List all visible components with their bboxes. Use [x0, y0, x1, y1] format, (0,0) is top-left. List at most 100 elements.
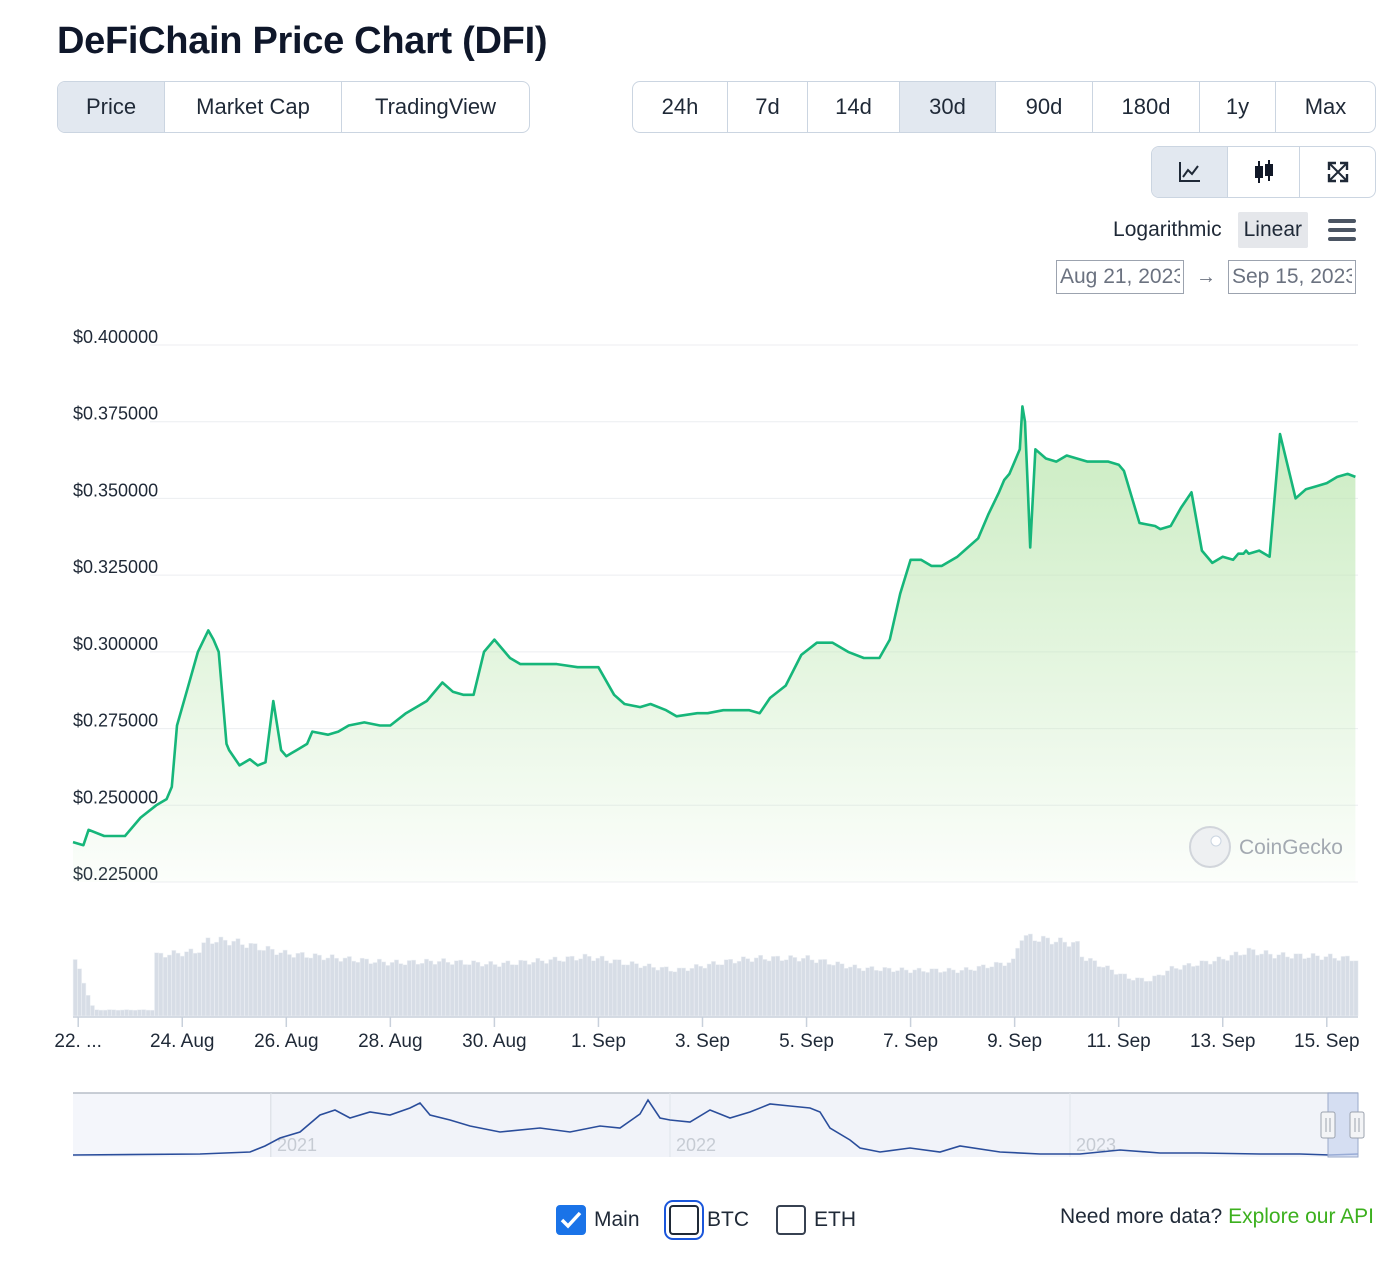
navigator-line	[72, 1098, 1359, 1156]
range-180d[interactable]: 180d	[1093, 82, 1200, 132]
volume-bar	[1023, 935, 1029, 1017]
candlestick-button[interactable]	[1228, 147, 1300, 197]
line-chart-button[interactable]	[1152, 147, 1228, 197]
volume-bar	[711, 961, 716, 1017]
volume-bar	[1225, 960, 1230, 1017]
volume-bar	[197, 952, 202, 1017]
volume-bar	[1126, 978, 1132, 1017]
navigator-handle-right[interactable]	[1349, 1111, 1365, 1139]
volume-bar	[145, 1009, 151, 1017]
volume-bar	[668, 970, 673, 1017]
volume-bar	[175, 952, 181, 1017]
volume-bar	[368, 963, 374, 1017]
volume-bar	[1220, 958, 1226, 1017]
price-chart[interactable]: $0.400000 $0.375000 $0.350000 $0.325000 $0.3…	[0, 300, 1400, 1180]
volume-bar	[115, 1009, 121, 1017]
candlestick-icon	[1254, 160, 1273, 183]
volume-bar	[1019, 940, 1025, 1017]
volume-bar	[1276, 954, 1282, 1017]
volume-bar	[1165, 970, 1170, 1017]
checkbox-main[interactable]	[556, 1205, 586, 1235]
range-navigator[interactable]: 202120222023	[72, 1092, 1365, 1158]
volume-bar	[149, 1009, 155, 1017]
volume-bar	[843, 968, 849, 1017]
volume-bar	[574, 960, 579, 1017]
range-1y[interactable]: 1y	[1200, 82, 1276, 132]
volume-bar	[916, 967, 922, 1017]
scale-logarithmic[interactable]: Logarithmic	[1113, 218, 1222, 241]
volume-bar	[642, 965, 648, 1017]
volume-bar	[1332, 957, 1337, 1017]
checkbox-btc[interactable]	[669, 1205, 699, 1235]
volume-bar	[1250, 949, 1256, 1017]
scale-linear[interactable]: Linear	[1237, 212, 1308, 248]
tab-price[interactable]: Price	[58, 82, 165, 132]
range-90d[interactable]: 90d	[996, 82, 1093, 132]
volume-bar	[1285, 956, 1290, 1017]
volume-bar	[389, 962, 395, 1017]
volume-bar	[158, 952, 164, 1017]
volume-bar	[1130, 979, 1136, 1017]
volume-bar	[638, 967, 643, 1017]
volume-bar	[758, 955, 763, 1017]
navigator-handle-left[interactable]	[1320, 1111, 1336, 1139]
volume-bar	[1139, 977, 1145, 1017]
volume-bar	[586, 956, 592, 1017]
range-24h[interactable]: 24h	[633, 82, 728, 132]
range-max[interactable]: Max	[1304, 94, 1347, 119]
volume-bar	[406, 960, 412, 1017]
volume-bar	[998, 962, 1003, 1017]
date-from-input[interactable]	[1056, 260, 1184, 294]
tab-market-cap[interactable]: Market Cap	[165, 82, 342, 132]
volume-bar	[454, 960, 459, 1017]
x-tick-label: 28. Aug	[358, 1031, 422, 1052]
volume-bars	[72, 933, 1359, 1017]
x-tick-label: 22. ...	[54, 1031, 102, 1052]
y-tick-label: $0.375000	[73, 404, 158, 424]
date-to-input[interactable]	[1228, 260, 1356, 294]
volume-bar	[1148, 980, 1153, 1017]
volume-bar	[861, 970, 866, 1017]
toggle-btc[interactable]: BTC	[669, 1205, 749, 1235]
volume-bar	[1233, 951, 1239, 1017]
toggle-eth[interactable]: ETH	[776, 1205, 856, 1235]
volume-bar	[171, 950, 177, 1017]
volume-bar	[347, 956, 352, 1017]
hamburger-menu-icon[interactable]	[1328, 219, 1356, 241]
volume-bar	[985, 967, 990, 1017]
volume-bar	[1006, 962, 1012, 1017]
volume-bar	[132, 1009, 138, 1017]
x-tick-label: 26. Aug	[254, 1031, 318, 1052]
coingecko-watermark: CoinGecko	[1189, 826, 1343, 868]
range-30d[interactable]: 30d	[900, 82, 996, 132]
tab-tradingview[interactable]: TradingView	[374, 94, 497, 119]
volume-bar	[1207, 963, 1213, 1017]
volume-bar	[522, 960, 528, 1017]
checkbox-eth[interactable]	[776, 1205, 806, 1235]
volume-bar	[1293, 953, 1299, 1017]
range-7d[interactable]: 7d	[728, 82, 808, 132]
volume-bar	[942, 971, 948, 1017]
volume-bar	[539, 960, 545, 1017]
volume-bar	[385, 965, 391, 1017]
volume-bar	[1186, 963, 1192, 1017]
volume-bar	[1297, 953, 1303, 1017]
volume-bar	[1032, 940, 1038, 1017]
range-14d[interactable]: 14d	[808, 82, 900, 132]
volume-bar	[779, 960, 785, 1017]
volume-bar	[599, 955, 605, 1017]
x-tick-label: 1. Sep	[571, 1031, 626, 1052]
volume-bar	[94, 1009, 100, 1017]
volume-bar	[792, 957, 798, 1017]
volume-bar	[565, 956, 571, 1017]
volume-bar	[595, 957, 601, 1017]
volume-bar	[167, 954, 172, 1017]
toggle-main[interactable]: Main	[556, 1205, 640, 1235]
volume-bar	[801, 958, 806, 1017]
volume-bar	[878, 970, 883, 1017]
volume-bar	[1075, 941, 1080, 1017]
volume-bar	[102, 1009, 108, 1017]
explore-api-link[interactable]: Explore our API	[1228, 1205, 1374, 1228]
fullscreen-button[interactable]	[1300, 147, 1375, 197]
volume-bar	[826, 964, 832, 1017]
